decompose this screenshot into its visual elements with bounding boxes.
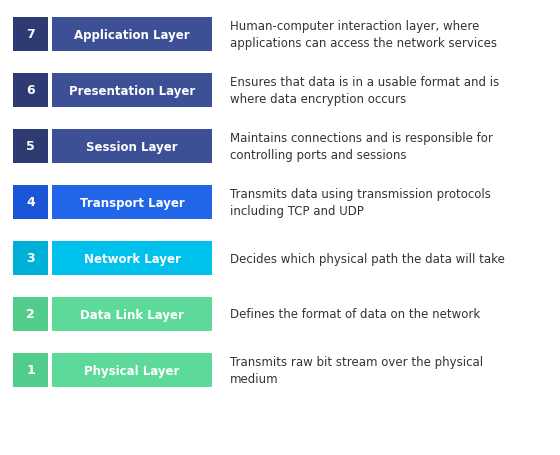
Text: Decides which physical path the data will take: Decides which physical path the data wil… bbox=[230, 252, 505, 265]
FancyBboxPatch shape bbox=[13, 74, 48, 108]
Text: Transmits raw bit stream over the physical
medium: Transmits raw bit stream over the physic… bbox=[230, 355, 483, 385]
FancyBboxPatch shape bbox=[13, 298, 48, 331]
Text: 1: 1 bbox=[26, 364, 35, 377]
Text: 7: 7 bbox=[26, 28, 35, 41]
FancyBboxPatch shape bbox=[13, 242, 48, 275]
Text: Maintains connections and is responsible for
controlling ports and sessions: Maintains connections and is responsible… bbox=[230, 131, 493, 162]
Text: 3: 3 bbox=[26, 252, 35, 265]
FancyBboxPatch shape bbox=[52, 186, 212, 219]
Text: Network Layer: Network Layer bbox=[83, 252, 180, 265]
FancyBboxPatch shape bbox=[13, 130, 48, 164]
Text: Transmits data using transmission protocols
including TCP and UDP: Transmits data using transmission protoc… bbox=[230, 187, 491, 218]
FancyBboxPatch shape bbox=[13, 186, 48, 219]
Text: 6: 6 bbox=[26, 84, 35, 97]
Text: Ensures that data is in a usable format and is
where data encryption occurs: Ensures that data is in a usable format … bbox=[230, 76, 500, 106]
FancyBboxPatch shape bbox=[52, 130, 212, 164]
FancyBboxPatch shape bbox=[52, 242, 212, 275]
Text: Data Link Layer: Data Link Layer bbox=[80, 308, 184, 321]
Text: 5: 5 bbox=[26, 140, 35, 153]
Text: 4: 4 bbox=[26, 196, 35, 209]
FancyBboxPatch shape bbox=[52, 353, 212, 387]
FancyBboxPatch shape bbox=[13, 18, 48, 52]
FancyBboxPatch shape bbox=[52, 298, 212, 331]
Text: Application Layer: Application Layer bbox=[74, 28, 190, 41]
Text: Human-computer interaction layer, where
applications can access the network serv: Human-computer interaction layer, where … bbox=[230, 20, 497, 50]
Text: Physical Layer: Physical Layer bbox=[85, 364, 180, 377]
Text: Transport Layer: Transport Layer bbox=[80, 196, 184, 209]
FancyBboxPatch shape bbox=[52, 18, 212, 52]
Text: Defines the format of data on the network: Defines the format of data on the networ… bbox=[230, 308, 480, 321]
Text: Presentation Layer: Presentation Layer bbox=[69, 84, 195, 97]
FancyBboxPatch shape bbox=[13, 353, 48, 387]
FancyBboxPatch shape bbox=[52, 74, 212, 108]
Text: Session Layer: Session Layer bbox=[86, 140, 178, 153]
Text: 2: 2 bbox=[26, 308, 35, 321]
